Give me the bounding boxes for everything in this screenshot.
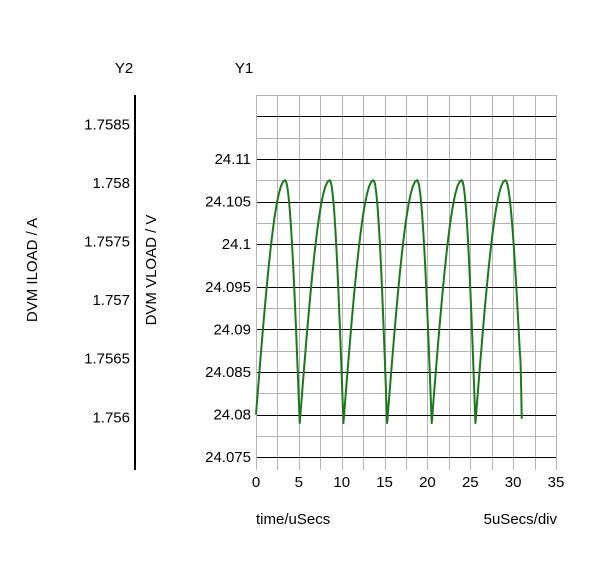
y1-tick-label: 24.1	[222, 236, 251, 253]
y1-tick-label: 24.11	[215, 151, 251, 168]
y1-axis-title: Y1	[235, 60, 253, 77]
y1-tick-label: 24.095	[205, 279, 251, 296]
series-group	[255, 179, 523, 425]
x-tick-label: 30	[505, 474, 522, 491]
y2-tick-label: 1.7565	[84, 351, 130, 368]
x-axis-label: time/uSecs	[256, 511, 330, 528]
x-tick-label: 25	[462, 474, 479, 491]
x-tick-label: 5	[295, 474, 303, 491]
y1-tick-label: 24.075	[205, 449, 251, 466]
y1-tick-label: 24.08	[213, 407, 251, 424]
y2-axis-label: DVM ILOAD / A	[24, 218, 41, 322]
y2-tick-label: 1.757	[92, 292, 130, 309]
x-tick-label: 20	[419, 474, 436, 491]
y2-tick-labels: 1.7585 1.758 1.7575 1.757 1.7565 1.756	[84, 116, 130, 426]
x-tick-label: 0	[252, 474, 260, 491]
y2-tick-label: 1.756	[92, 409, 130, 426]
plot-grid	[256, 95, 557, 470]
y2-tick-label: 1.7585	[84, 116, 130, 133]
y2-tick-label: 1.758	[92, 175, 130, 192]
x-scale-note: 5uSecs/div	[484, 511, 558, 528]
series-line-0	[255, 179, 523, 425]
y1-axis-label: DVM VLOAD / V	[143, 215, 160, 326]
y2-axis-title: Y2	[115, 60, 133, 77]
y1-tick-label: 24.09	[213, 321, 251, 338]
x-tick-label: 15	[376, 474, 393, 491]
x-tick-label: 10	[333, 474, 350, 491]
y1-tick-labels: 24.11 24.105 24.1 24.095 24.09 24.085 24.08 24.…	[205, 151, 251, 466]
x-tick-labels: 0 5 10 15 20 25 30 35	[252, 474, 565, 491]
y1-tick-label: 24.085	[205, 364, 251, 381]
x-tick-label: 35	[548, 474, 565, 491]
y2-tick-label: 1.7575	[84, 233, 130, 250]
y1-tick-label: 24.105	[205, 194, 251, 211]
